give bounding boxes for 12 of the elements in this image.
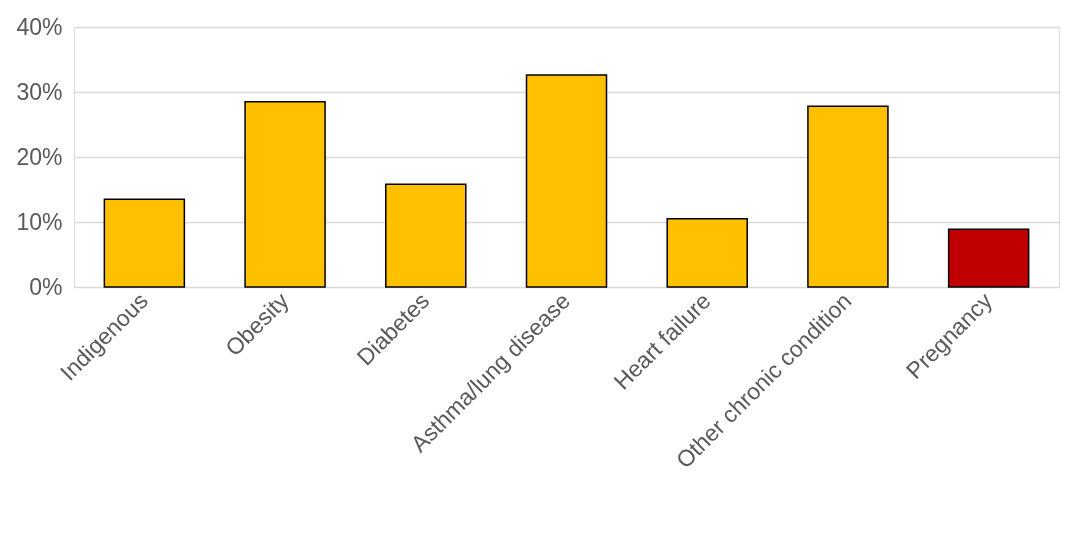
y-tick-label: 40% xyxy=(16,13,63,40)
bar xyxy=(666,218,748,288)
y-tick-label: 30% xyxy=(16,78,63,105)
y-tick-label: 10% xyxy=(16,208,63,235)
bar xyxy=(103,198,186,288)
bar xyxy=(385,183,467,288)
y-tick-label: 20% xyxy=(16,143,63,170)
bar xyxy=(807,105,889,288)
y-tick-label: 0% xyxy=(29,273,63,300)
bar xyxy=(525,74,608,288)
bar xyxy=(947,228,1030,288)
bar xyxy=(244,101,326,288)
